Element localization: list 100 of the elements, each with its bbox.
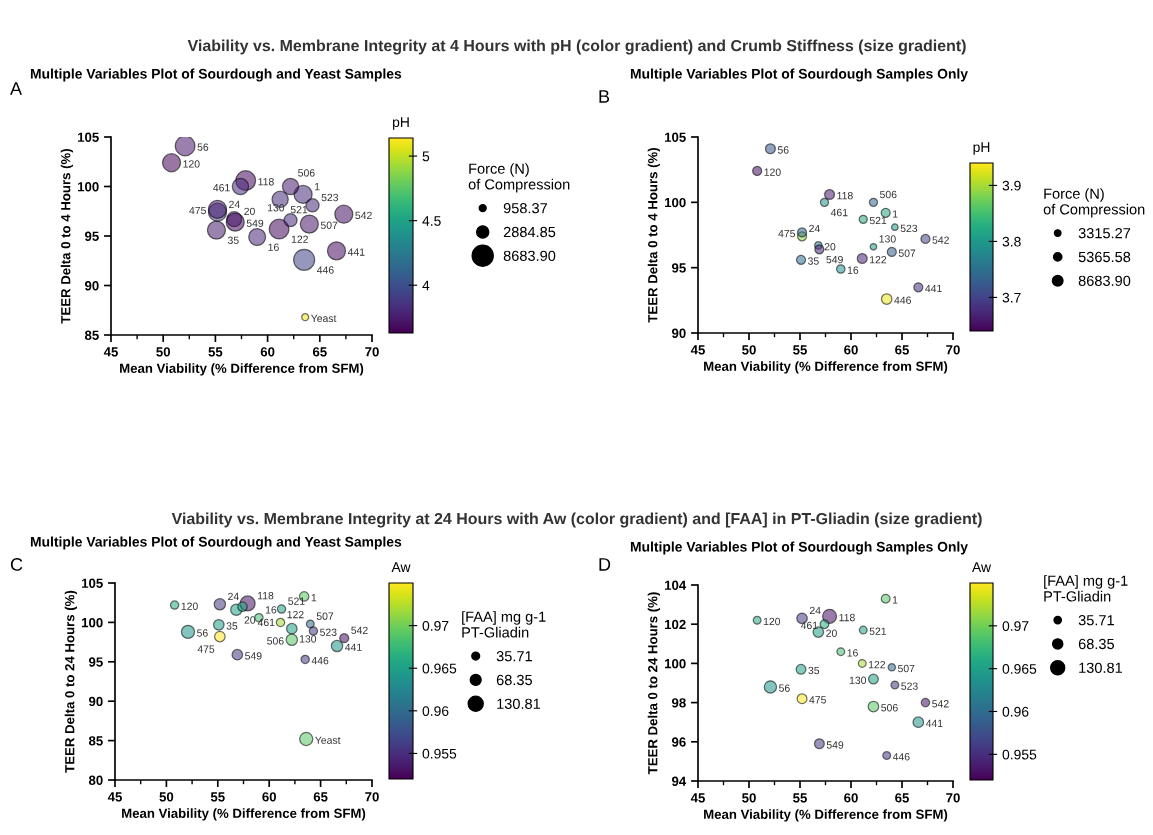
y-tick-label: 96: [671, 737, 686, 747]
x-tick-label: 65: [895, 345, 909, 355]
x-tick-label: 60: [844, 793, 858, 803]
annotation: 461: [830, 208, 848, 217]
annotation: 549: [245, 652, 262, 660]
text: C: [10, 558, 23, 571]
y-tick-label: 104: [665, 580, 687, 590]
y-tick-label: 95: [88, 657, 103, 667]
color-bar-title: pH: [973, 142, 990, 155]
annotation: 523: [901, 682, 918, 690]
color-bar-title: pH: [393, 117, 409, 130]
annotation: 1: [893, 210, 898, 218]
annotation: 506: [880, 190, 897, 199]
annotation: 523: [321, 193, 339, 202]
color-bar-title: Aw: [972, 562, 992, 572]
annotation: 35: [226, 622, 238, 630]
color-bar-title: Aw: [391, 562, 411, 572]
annotation: 446: [894, 296, 911, 304]
annotation: 441: [345, 643, 362, 651]
legend-label: 130.81: [497, 698, 541, 709]
annotation: 24: [228, 592, 239, 601]
legend-label: 68.35: [1078, 638, 1115, 650]
annotation: 549: [246, 219, 264, 228]
x-tick-label: 60: [260, 347, 275, 357]
annotation: 130: [879, 235, 896, 243]
annotation: 441: [347, 248, 365, 256]
legend-label: 35.71: [496, 651, 532, 662]
y-tick-label: 95: [671, 263, 686, 273]
annotation: 542: [932, 700, 949, 708]
annotation: 16: [847, 266, 859, 274]
x-tick-label: 50: [159, 792, 174, 802]
annotation: 441: [925, 284, 942, 293]
legend-label: 3315.27: [1078, 228, 1131, 239]
color-bar-label: 5: [422, 151, 430, 162]
x-tick-label: 45: [690, 345, 705, 355]
annotation: 130: [849, 676, 867, 684]
annotation: 475: [197, 645, 215, 653]
x-tick-label: 50: [742, 345, 756, 355]
x-axis-title: Mean Viability (% Difference from SFM): [122, 808, 366, 821]
annotation: 35: [227, 236, 239, 244]
annotation: 507: [898, 249, 916, 257]
annotation: 521: [869, 216, 887, 225]
x-tick-label: 65: [312, 347, 327, 357]
annotation: 120: [181, 602, 198, 610]
y-tick-label: 105: [78, 132, 99, 142]
color-bar-label: 0.97: [1002, 621, 1029, 631]
y-tick-label: 90: [671, 328, 686, 338]
annotation: 523: [320, 628, 337, 636]
annotation: 122: [870, 256, 887, 264]
annotation: 475: [778, 230, 796, 238]
annotation: 118: [837, 192, 853, 200]
annotation: 118: [839, 613, 855, 622]
color-bar-label: 0.96: [1002, 706, 1029, 717]
y-axis-title: TEER Delta 0 to 4 Hours (%): [647, 148, 661, 323]
color-bar-label: 4.5: [422, 216, 441, 226]
text: A: [10, 82, 23, 95]
annotation: 24: [229, 200, 240, 208]
chart-title: Multiple Variables Plot of Sourdough Samples Only: [630, 541, 968, 555]
x-tick-label: 50: [742, 793, 756, 803]
color-bar-label: 0.955: [422, 748, 457, 759]
annotation: 507: [897, 664, 915, 673]
x-tick-label: 45: [690, 793, 705, 803]
legend-title: [FAA] mg g-1 PT-Gliadin: [462, 611, 546, 638]
annotation: 446: [316, 266, 334, 274]
annotation: 20: [244, 207, 255, 216]
annotation: 523: [900, 224, 918, 233]
annotation: 16: [847, 649, 858, 657]
annotation: 16: [265, 606, 277, 614]
annotation: 521: [290, 205, 308, 214]
y-tick-label: 100: [82, 617, 103, 628]
x-tick-label: 60: [262, 792, 276, 802]
x-tick-label: 55: [793, 793, 807, 803]
x-tick-label: 55: [208, 347, 223, 357]
x-tick-label: 55: [210, 792, 225, 802]
annotation: 441: [925, 719, 943, 727]
y-tick-label: 102: [665, 619, 686, 630]
annotation: 521: [869, 627, 887, 635]
annotation: 35: [808, 666, 820, 675]
annotation: 461: [257, 618, 275, 627]
annotation: 1: [314, 183, 320, 191]
legend-label: 2884.85: [503, 226, 556, 238]
annotation: 130: [299, 635, 317, 643]
annotation: 549: [826, 255, 843, 264]
annotation: 122: [287, 610, 304, 619]
x-tick-label: 60: [844, 345, 858, 355]
annotation: 475: [809, 696, 826, 704]
annotation: 506: [881, 704, 898, 712]
color-bar-label: 0.965: [1002, 663, 1037, 674]
x-tick-label: 55: [793, 345, 807, 355]
y-tick-label: 80: [88, 775, 103, 785]
x-axis-title: Mean Viability (% Difference from SFM): [704, 809, 948, 822]
annotation: 507: [316, 612, 334, 620]
annotation: 122: [868, 660, 886, 669]
annotation: 16: [268, 243, 279, 251]
annotation: 120: [763, 617, 781, 626]
legend-label: 35.71: [1078, 615, 1114, 626]
annotation: 461: [800, 621, 818, 630]
x-tick-label: 70: [365, 792, 379, 802]
color-bar-label: 0.97: [422, 620, 449, 631]
text: D: [599, 558, 611, 571]
